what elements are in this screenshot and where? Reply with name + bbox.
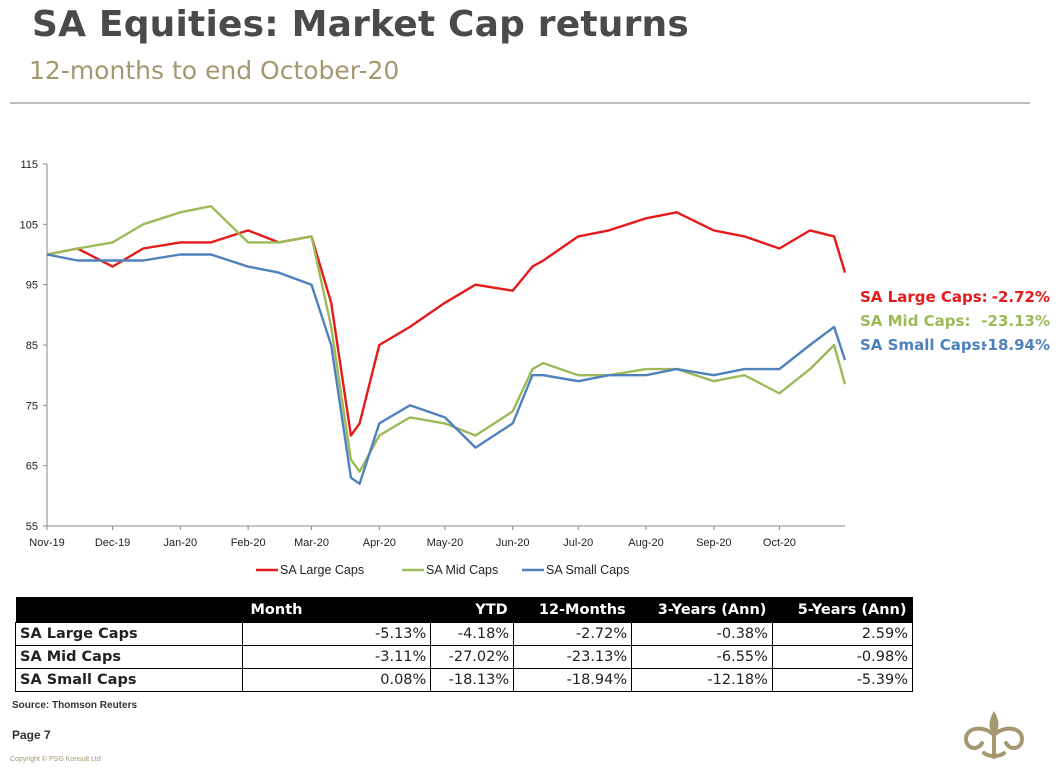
page-title: SA Equities: Market Cap returns — [32, 4, 690, 45]
table-row-label: SA Mid Caps — [15, 645, 243, 669]
series-line-sa-mid-caps — [46, 204, 847, 473]
fleur-logo-icon — [963, 711, 1025, 759]
table-cell: -0.98% — [771, 645, 914, 669]
y-tick-label: 95 — [26, 280, 38, 292]
table-header-cell: 12-Months — [513, 597, 632, 623]
table-header-cell: Month — [242, 597, 431, 623]
table-row: SA Large Caps -5.13% -4.18% -2.72% -0.38… — [15, 622, 914, 646]
table-header-cell: 5-Years (Ann) — [772, 597, 913, 623]
end-return-series-name: SA Small Caps: — [860, 336, 987, 354]
x-tick-label: May-20 — [427, 537, 464, 549]
series-line-sa-large-caps — [46, 211, 847, 437]
x-tick-label: Dec-19 — [95, 537, 130, 549]
table-cell: -2.72% — [513, 622, 633, 646]
table-row: SA Mid Caps -3.11% -27.02% -23.13% -6.55… — [15, 645, 914, 669]
y-tick-label: 105 — [20, 219, 38, 231]
table-cell: -3.11% — [241, 645, 432, 669]
table-cell: -0.38% — [631, 622, 773, 646]
end-return-value: -2.72% — [991, 288, 1050, 306]
end-return-label: SA Small Caps: -18.94% — [860, 336, 1050, 356]
end-return-label: SA Large Caps: -2.72% — [860, 288, 1050, 308]
table-cell: -5.13% — [241, 622, 432, 646]
x-tick-label: Mar-20 — [294, 537, 329, 549]
table-cell: -27.02% — [430, 645, 515, 669]
x-tick-label: Jan-20 — [164, 537, 198, 549]
end-return-value: -18.94% — [981, 336, 1050, 354]
legend-label: SA Mid Caps — [426, 563, 498, 577]
end-return-value: -23.13% — [981, 312, 1050, 330]
end-return-series-name: SA Mid Caps: — [860, 312, 971, 330]
legend-label: SA Large Caps — [280, 563, 364, 577]
table-row: SA Small Caps 0.08% -18.13% -18.94% -12.… — [15, 668, 914, 692]
table-cell: 0.08% — [241, 668, 432, 692]
end-return-series-name: SA Large Caps: — [860, 288, 988, 306]
x-tick-label: Nov-19 — [29, 537, 64, 549]
table-cell: -18.13% — [430, 668, 515, 692]
x-tick-label: Sep-20 — [696, 537, 731, 549]
y-tick-label: 115 — [20, 159, 38, 171]
table-cell: -5.39% — [771, 668, 914, 692]
page-subtitle: 12-months to end October-20 — [29, 56, 400, 85]
series-line-sa-small-caps — [46, 253, 847, 485]
x-tick-label: Aug-20 — [628, 537, 663, 549]
header-divider — [10, 102, 1030, 104]
table-header-cell — [15, 597, 243, 623]
x-tick-label: Apr-20 — [363, 537, 396, 549]
x-tick-label: Jul-20 — [563, 537, 593, 549]
table-header-cell: YTD — [430, 597, 514, 623]
end-return-label: SA Mid Caps: -23.13% — [860, 312, 1050, 332]
table-cell: 2.59% — [771, 622, 914, 646]
y-tick-label: 55 — [26, 521, 38, 533]
table-cell: -6.55% — [631, 645, 773, 669]
table-cell: -18.94% — [513, 668, 633, 692]
y-tick-label: 65 — [26, 461, 38, 473]
legend-label: SA Small Caps — [546, 563, 629, 577]
table-header-row: Month YTD 12-Months 3-Years (Ann) 5-Year… — [15, 597, 913, 623]
y-tick-label: 85 — [26, 340, 38, 352]
source-note: Source: Thomson Reuters — [12, 700, 138, 711]
x-tick-label: Jun-20 — [496, 537, 530, 549]
x-tick-label: Feb-20 — [231, 537, 266, 549]
table-cell: -23.13% — [513, 645, 633, 669]
table-header-cell: 3-Years (Ann) — [631, 597, 773, 623]
table-row-label: SA Small Caps — [15, 668, 243, 692]
x-tick-label: Oct-20 — [763, 537, 796, 549]
copyright-note: Copyright © PSG Konsult Ltd — [10, 756, 101, 763]
performance-table: Month YTD 12-Months 3-Years (Ann) 5-Year… — [15, 597, 914, 692]
y-tick-label: 75 — [26, 400, 38, 412]
table-cell: -12.18% — [631, 668, 773, 692]
table-row-label: SA Large Caps — [15, 622, 243, 646]
table-cell: -4.18% — [430, 622, 515, 646]
page-number: Page 7 — [12, 728, 51, 742]
returns-line-chart: 55 65 75 85 95 105 115 Nov-19 Dec-19 Jan-20 Feb-20… — [20, 159, 847, 577]
